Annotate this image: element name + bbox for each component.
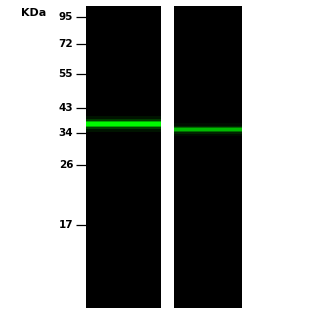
Bar (86, 122, 161, 126)
Text: 34: 34 (58, 128, 73, 138)
Text: 95: 95 (59, 12, 73, 22)
Bar (174, 123, 242, 136)
Text: A: A (118, 8, 129, 22)
Text: B: B (203, 8, 213, 22)
Text: 55: 55 (58, 69, 73, 79)
Bar (174, 126, 242, 134)
Text: 72: 72 (58, 39, 73, 49)
Bar (86, 121, 161, 127)
Bar (86, 6, 161, 308)
Bar (86, 119, 161, 129)
Text: 26: 26 (58, 160, 73, 170)
Text: KDa: KDa (21, 8, 47, 18)
Bar (174, 127, 242, 132)
Bar (174, 6, 242, 308)
Text: 43: 43 (58, 103, 73, 113)
Text: 17: 17 (58, 219, 73, 230)
Bar (86, 116, 161, 132)
Bar (174, 128, 242, 131)
